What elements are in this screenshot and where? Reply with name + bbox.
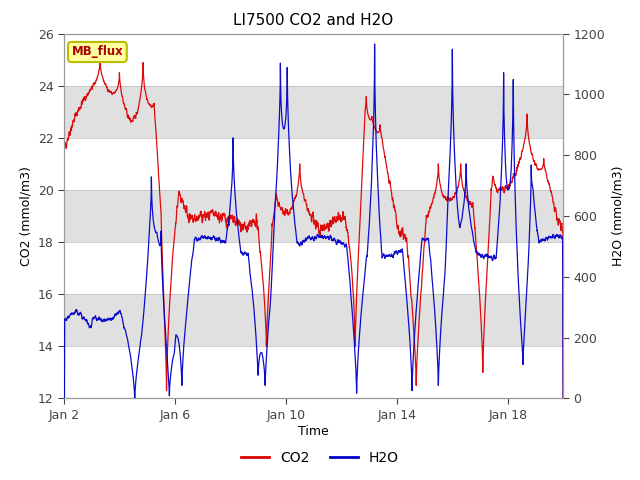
Bar [64,346,563,398]
Bar [64,34,563,86]
Y-axis label: CO2 (mmol/m3): CO2 (mmol/m3) [19,166,32,266]
X-axis label: Time: Time [298,425,329,438]
Legend: CO2, H2O: CO2, H2O [236,445,404,471]
Bar [64,138,563,190]
Title: LI7500 CO2 and H2O: LI7500 CO2 and H2O [234,13,394,28]
Y-axis label: H2O (mmol/m3): H2O (mmol/m3) [611,166,624,266]
Text: MB_flux: MB_flux [72,46,124,59]
Bar [64,242,563,294]
